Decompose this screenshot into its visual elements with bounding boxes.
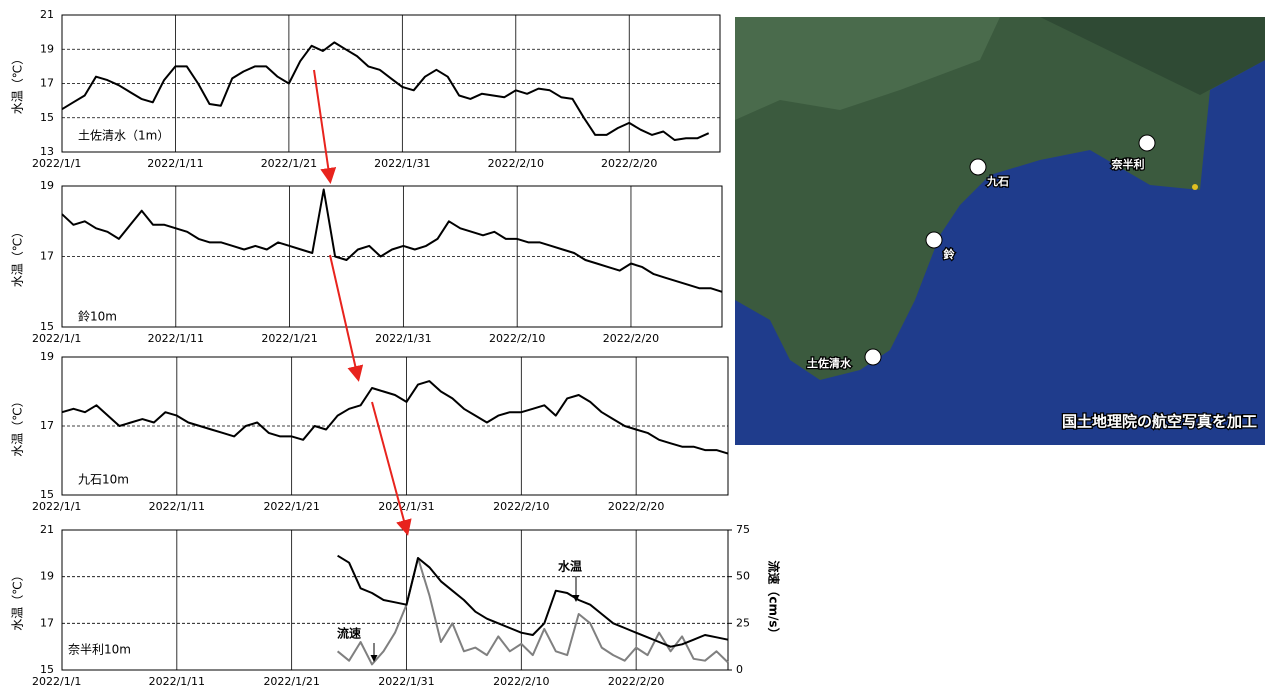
x-tick-label: 2022/1/1 (32, 157, 81, 170)
series-annotation: 流速 (337, 626, 361, 641)
x-tick-label: 2022/1/31 (375, 332, 431, 345)
land (735, 17, 1265, 380)
place-label: 奈半利 (1111, 157, 1145, 171)
land-relief (735, 17, 1000, 120)
x-tick-label: 2022/1/1 (32, 332, 81, 345)
series-line (336, 557, 729, 666)
x-tick-label: 2022/2/20 (601, 157, 657, 170)
station-label: 九石10m (78, 473, 129, 487)
y2-tick-label: 0 (736, 663, 743, 676)
y-tick-label: 19 (40, 350, 54, 363)
x-tick-label: 2022/1/11 (149, 500, 205, 513)
y-axis-label: 水温（℃） (11, 53, 25, 114)
map: 奈半利 九石 鈴 土佐清水 国土地理院の航空写真を加工 (735, 17, 1265, 445)
y-tick-label: 21 (40, 8, 54, 21)
y-tick-label: 15 (40, 663, 54, 676)
x-tick-label: 2022/1/1 (32, 500, 81, 513)
arrow (371, 401, 412, 536)
place-marker (1138, 134, 1156, 152)
x-tick-label: 2022/1/31 (378, 500, 434, 513)
series-line (61, 41, 710, 141)
series-line (337, 554, 729, 648)
arrow (313, 69, 337, 184)
y-tick-label: 15 (40, 488, 54, 501)
y-tick-label: 17 (40, 419, 54, 432)
y2-tick-label: 25 (736, 616, 750, 629)
x-tick-label: 2022/1/11 (148, 332, 204, 345)
y-axis-label: 水温（℃） (11, 395, 25, 456)
y-tick-label: 17 (40, 250, 54, 263)
x-tick-label: 2022/1/31 (374, 157, 430, 170)
y-tick-label: 15 (40, 111, 54, 124)
plot-frame (61, 356, 729, 496)
y2-tick-label: 75 (736, 523, 750, 536)
x-tick-label: 2022/1/11 (149, 675, 205, 688)
arrow (329, 254, 364, 382)
x-tick-label: 2022/2/10 (489, 332, 545, 345)
place-marker (864, 348, 882, 366)
y-tick-label: 19 (40, 570, 54, 583)
y-tick-label: 13 (40, 145, 54, 158)
plot-frame (61, 185, 723, 328)
x-tick-label: 2022/2/20 (608, 675, 664, 688)
y-tick-label: 19 (40, 179, 54, 192)
place-marker (969, 158, 987, 176)
y2-axis-label: 流速（cm/s） (767, 560, 782, 639)
station-label: 土佐清水（1m） (78, 129, 169, 143)
y-axis-label: 水温（℃） (11, 226, 25, 287)
charts: 2022/1/1 2022/1/11 2022/1/21 2022/1/31 2022/… (11, 8, 782, 688)
point (1192, 184, 1198, 190)
x-tick-label: 2022/2/10 (488, 157, 544, 170)
map-caption: 国土地理院の航空写真を加工 (1062, 413, 1257, 431)
station-label: 奈半利10m (68, 643, 131, 657)
place-label: 九石 (986, 174, 1009, 188)
y-axis-label: 水温（℃） (11, 569, 25, 630)
y-tick-label: 21 (40, 523, 54, 536)
series-annotation: 水温 (558, 559, 582, 574)
series-line (61, 188, 723, 293)
y-tick-label: 17 (40, 77, 54, 90)
place-marker (925, 231, 943, 249)
place-label: 鈴 (944, 247, 956, 261)
land-east (1040, 17, 1265, 95)
arrows (313, 69, 412, 536)
station-label: 鈴10m (78, 309, 117, 324)
x-tick-label: 2022/1/21 (263, 675, 319, 688)
x-tick-label: 2022/1/11 (147, 157, 203, 170)
y2-tick-label: 50 (736, 570, 750, 583)
x-tick-label: 2022/2/10 (493, 500, 549, 513)
x-tick-label: 2022/1/1 (32, 675, 81, 688)
y-tick-label: 17 (40, 616, 54, 629)
y-tick-label: 19 (40, 42, 54, 55)
x-tick-label: 2022/2/20 (603, 332, 659, 345)
place-label: 土佐清水 (807, 356, 852, 370)
plot-frame (61, 529, 729, 671)
x-tick-label: 2022/1/21 (261, 332, 317, 345)
x-tick-label: 2022/2/10 (493, 675, 549, 688)
series-line (61, 380, 729, 455)
y-tick-label: 15 (40, 320, 54, 333)
x-tick-label: 2022/2/20 (608, 500, 664, 513)
x-tick-label: 2022/1/21 (261, 157, 317, 170)
plot-frame (61, 14, 721, 153)
x-tick-label: 2022/1/21 (263, 500, 319, 513)
x-tick-label: 2022/1/31 (378, 675, 434, 688)
